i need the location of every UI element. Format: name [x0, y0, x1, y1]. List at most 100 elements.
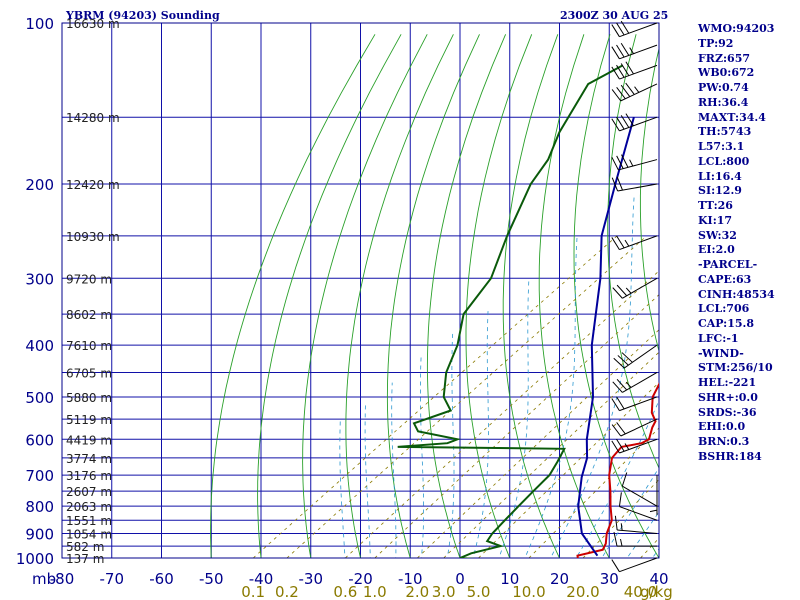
moist-adiabat-line [550, 195, 635, 558]
barb-flag [616, 284, 628, 297]
mixing-ratio-line [582, 479, 659, 558]
index-item: TH:5743 [698, 125, 752, 139]
barb-flag [617, 355, 629, 366]
wind-barb [611, 43, 658, 60]
height-label: 7610 m [66, 339, 112, 353]
mixing-ratio-labels: 0.1 0.2 0.6 1.0 2.0 3.0 5.0 10.0 20.0 40.0g/kg [241, 583, 673, 600]
wind-barb [613, 344, 658, 369]
barb-half-flag [620, 523, 623, 531]
barb-flag [616, 422, 626, 435]
barb-staff [617, 529, 658, 535]
barb-flag [616, 235, 625, 249]
height-label: 16630 m [66, 17, 120, 31]
moist-adiabat-line [391, 382, 397, 558]
moist-adiabat-line [601, 466, 659, 558]
wind-barb [614, 515, 658, 535]
pressure-label: 700 [25, 467, 54, 485]
temperature-tick-label: 0 [455, 570, 465, 588]
index-item: LCL:706 [698, 302, 750, 316]
height-label: 1551 m [66, 514, 112, 528]
barb-flag [611, 156, 619, 171]
temperature-tick-label: 30 [600, 570, 619, 588]
mixing-ratio-line [528, 427, 659, 558]
barb-flag [621, 154, 629, 168]
index-item: EHI:0.0 [698, 420, 746, 434]
height-label: 4419 m [66, 433, 112, 447]
height-label: 2063 m [66, 500, 112, 514]
barb-staff [619, 557, 658, 573]
barb-flag [611, 559, 620, 572]
barb-half-flag [649, 509, 658, 513]
moist-adiabat-line [446, 333, 455, 558]
dry-adiabat-line [573, 34, 659, 558]
wind-barb [618, 492, 658, 521]
index-item: BSHR:184 [698, 449, 762, 463]
height-label: 2607 m [66, 485, 112, 499]
height-label: 582 m [66, 540, 104, 554]
barb-flag [621, 352, 633, 363]
temperature-tick-label: -20 [348, 570, 373, 588]
height-labels: 16630 m 14280 m 12420 m 10930 m 9720 m 8602 m… [66, 17, 120, 566]
height-label: 5880 m [66, 391, 112, 405]
barb-flag [616, 64, 625, 78]
profile-series [397, 64, 659, 558]
barb-half-flag [629, 159, 634, 167]
barb-flag [614, 515, 618, 531]
pressure-label: 600 [25, 431, 54, 449]
moist-adiabat-line [364, 401, 371, 558]
pressure-label: 900 [25, 526, 54, 544]
mixing-ratio-label: 5.0 [467, 583, 491, 600]
index-item: KI:17 [698, 213, 733, 227]
dry-adiabat-line [386, 34, 480, 558]
index-item: WB0:672 [698, 66, 755, 80]
moist-adiabat-grid [339, 195, 659, 558]
barb-half-flag [634, 86, 640, 93]
barb-staff [623, 344, 658, 369]
moist-adiabat-line [498, 278, 530, 558]
index-item: TT:26 [698, 199, 733, 212]
temperature-tick-label: -80 [50, 570, 75, 588]
barb-flag [611, 118, 620, 132]
barb-flag [611, 24, 620, 37]
barb-staff [619, 235, 658, 251]
barb-staff [619, 438, 658, 454]
index-item: CAP:15.8 [698, 317, 755, 330]
barb-flag [616, 22, 625, 36]
wind-barb [611, 20, 658, 38]
mixing-ratio-line [478, 381, 659, 558]
moist-adiabat-line [524, 235, 578, 558]
barb-staff [619, 44, 658, 60]
dry-adiabat-line [426, 34, 507, 558]
temperature-labels: -80 -70 -60 -50 -40 -30 -20 -10 0 10 20 30 40 [50, 570, 669, 588]
barb-flag [611, 398, 620, 411]
wind-barb [649, 475, 658, 516]
barb-flag [611, 424, 622, 437]
barb-half-flag [625, 287, 632, 294]
moist-adiabat-line [339, 419, 346, 558]
index-item: SRDS:-36 [698, 405, 757, 419]
barb-flag [620, 43, 630, 56]
barb-flag [611, 66, 620, 80]
index-item: SW:32 [698, 228, 737, 242]
mixing-ratio-line [443, 351, 659, 558]
index-item: HEL:-221 [698, 376, 757, 389]
wind-barb [611, 396, 658, 412]
barb-staff [619, 64, 658, 80]
dry-adiabat-line [607, 34, 659, 470]
mixing-ratio-label: 0.1 [241, 583, 265, 600]
moist-adiabat-line [626, 511, 659, 558]
barb-flag [613, 531, 618, 547]
dry-adiabat-line [465, 34, 533, 558]
index-item: LI:16.4 [698, 169, 742, 183]
wind-barb [611, 82, 658, 102]
barb-flag [613, 357, 625, 369]
dry-adiabat-line [257, 34, 402, 558]
moist-adiabat-line [472, 307, 489, 558]
wind-barb [611, 557, 658, 573]
index-item: RH:36.4 [698, 95, 749, 109]
barb-flag [620, 63, 630, 76]
wind-barb [612, 277, 658, 299]
mixing-ratio-line [286, 235, 647, 558]
barb-staff [622, 277, 658, 299]
